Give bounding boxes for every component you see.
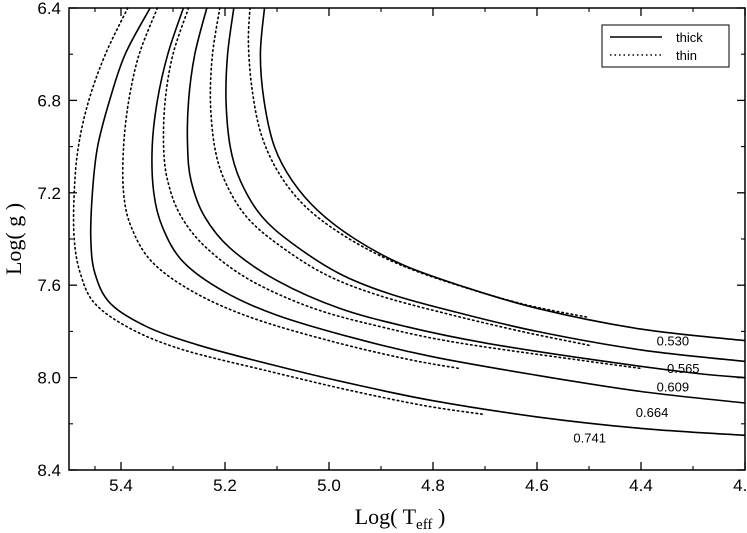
mass-label-0-664: 0.664 <box>636 405 669 420</box>
curve-thick-0-609 <box>186 7 746 379</box>
y-ticks: 6.4 6.8 7.2 7.6 8.0 8.4 <box>37 0 745 480</box>
curve-thin-0-741 <box>72 7 486 416</box>
x-axis-title-end: ) <box>432 504 445 529</box>
y-tick-label: 6.4 <box>37 0 61 18</box>
curve-thin-0-530 <box>247 7 590 319</box>
y-tick-label: 6.8 <box>37 91 61 110</box>
mass-label-0-609: 0.609 <box>657 379 690 394</box>
y-tick-label: 8.4 <box>37 461 61 480</box>
curve-thin-0-609 <box>162 7 642 370</box>
x-axis-title: Log( Teff ) <box>355 504 446 533</box>
x-tick-label: 5.0 <box>317 476 341 495</box>
curve-thick-0-565 <box>225 7 746 363</box>
y-tick-label: 7.2 <box>37 184 61 203</box>
x-tick-label: 4.4 <box>629 476 653 495</box>
x-tick-label: 4.2 <box>733 476 747 495</box>
legend-thick-label: thick <box>676 30 703 45</box>
plot-frame <box>68 7 746 471</box>
x-tick-label: 4.6 <box>525 476 549 495</box>
x-axis-title-main: Log( T <box>355 504 417 529</box>
legend-box <box>601 24 730 68</box>
curve-thick-0-664 <box>151 7 746 404</box>
curve-thick-0-741 <box>89 7 746 437</box>
legend: thick thin <box>601 24 730 68</box>
curve-thin-0-664 <box>121 7 460 370</box>
curve-thin-0-565 <box>209 7 590 347</box>
mass-label-0-741: 0.741 <box>573 430 606 445</box>
x-ticks: 5.4 5.2 5.0 4.8 4.6 4.4 4.2 <box>94 8 747 495</box>
mass-label-0-565: 0.565 <box>667 361 700 376</box>
x-tick-label: 5.2 <box>213 476 237 495</box>
y-axis-title: Log( g ) <box>1 203 26 275</box>
x-tick-label: 5.4 <box>109 476 133 495</box>
mass-annotations: 0.530 0.565 0.609 0.664 0.741 <box>573 333 699 445</box>
curve-thick-0-530 <box>259 7 746 342</box>
x-axis-title-sub: eff <box>416 517 432 533</box>
legend-thin-label: thin <box>676 48 697 63</box>
curves-layer <box>72 7 746 437</box>
mass-label-0-530: 0.530 <box>657 333 690 348</box>
y-tick-label: 7.6 <box>37 276 61 295</box>
y-tick-label: 8.0 <box>37 369 61 388</box>
x-tick-label: 4.8 <box>421 476 445 495</box>
